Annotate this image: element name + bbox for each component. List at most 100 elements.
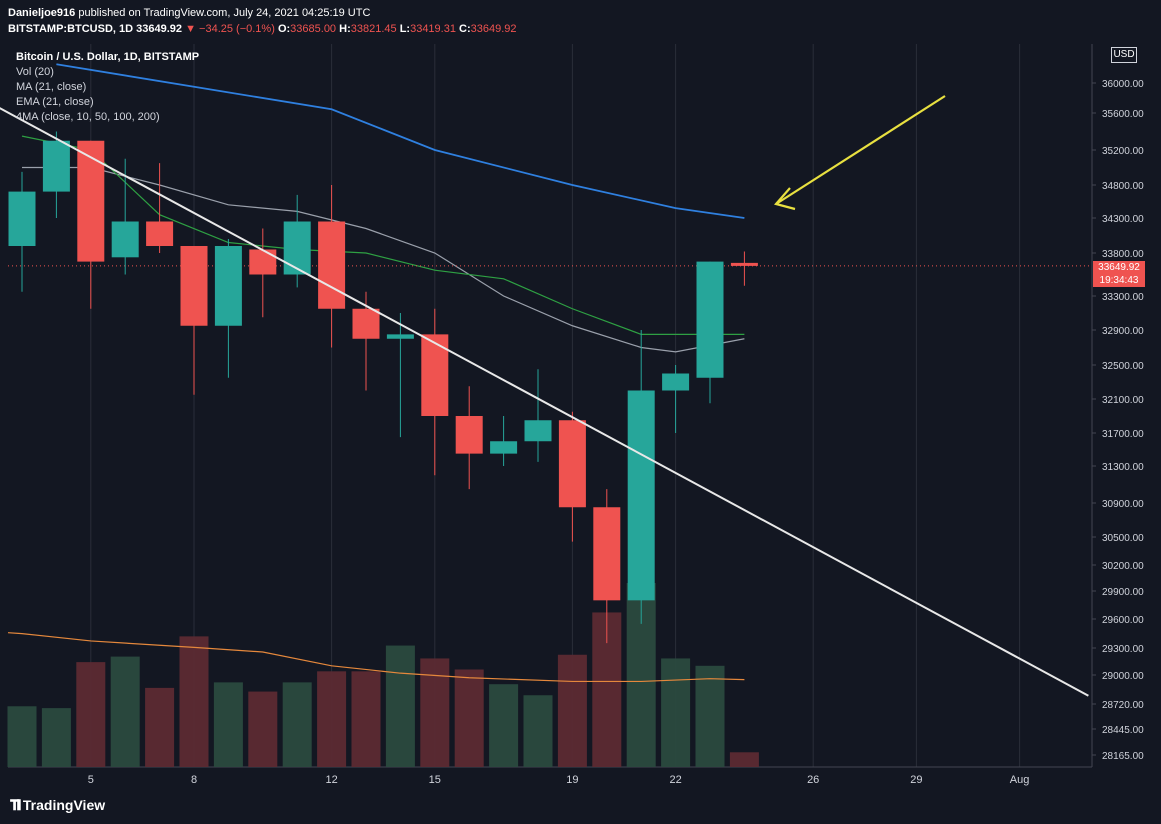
close-label: C:: [459, 23, 471, 35]
ma-line: [22, 166, 745, 353]
candle-body: [730, 262, 758, 266]
legend-ema[interactable]: EMA (21, close): [16, 96, 94, 108]
price-tick-label: 32500.00: [1102, 361, 1144, 372]
volume-bar: [523, 695, 553, 767]
price-tick-label: 33300.00: [1102, 292, 1144, 303]
candle-body: [627, 390, 655, 601]
date-tick-label: 19: [566, 774, 578, 786]
volume-bar: [7, 706, 37, 767]
price-tick-label: 33800.00: [1102, 249, 1144, 260]
quote-line: BITSTAMP:BTCUSD, 1D 33649.92 ▼ −34.25 (−…: [8, 22, 517, 36]
price-tick-label: 29600.00: [1102, 615, 1144, 626]
volume-bar: [661, 658, 691, 767]
volume-bar: [317, 671, 347, 767]
price-tick-label: 28165.00: [1102, 751, 1144, 762]
date-tick-label: 29: [910, 774, 922, 786]
symbol-label[interactable]: BITSTAMP:BTCUSD, 1D: [8, 23, 134, 35]
annotation-arrow: [775, 95, 946, 205]
tradingview-logo-icon: 𝐓❙: [10, 797, 21, 813]
author-name[interactable]: Danieljoe916: [8, 7, 76, 19]
candle-body: [111, 221, 139, 258]
price-tick-label: 35600.00: [1102, 109, 1144, 120]
price-tick-label: 29000.00: [1102, 671, 1144, 682]
candle-body: [318, 221, 346, 309]
price-tick-label: 31300.00: [1102, 462, 1144, 473]
trendline: [0, 107, 1089, 697]
volume-bar: [145, 687, 175, 767]
volume-bar: [351, 671, 381, 767]
volume-bar: [41, 708, 71, 767]
legend-ma[interactable]: MA (21, close): [16, 81, 87, 93]
volume-bar: [76, 662, 106, 767]
last-price: 33649.92: [136, 23, 183, 35]
brand-name: TradingView: [22, 797, 106, 813]
date-tick-label: 26: [807, 774, 819, 786]
candle-body: [524, 420, 552, 442]
volume-bar: [557, 654, 587, 767]
candle-body: [558, 420, 586, 508]
tradingview-logo[interactable]: 𝐓❙ TradingView: [10, 797, 105, 814]
close-value: 33649.92: [470, 23, 517, 35]
volume-bar: [454, 669, 484, 767]
currency-label[interactable]: USD: [1111, 47, 1137, 63]
candle-body: [8, 191, 36, 246]
low-value: 33419.31: [410, 23, 456, 35]
date-tick-label: 22: [669, 774, 681, 786]
candle-body: [386, 334, 414, 339]
volume-ma-line: [7, 632, 745, 683]
publish-header: Danieljoe916 published on TradingView.co…: [8, 6, 370, 20]
high-label: H:: [339, 23, 351, 35]
candle-body: [593, 507, 621, 601]
price-tick-label: 28720.00: [1102, 700, 1144, 711]
annotation-arrowhead: [774, 187, 796, 211]
last-price-tag: 33649.92 19:34:43: [1093, 261, 1145, 287]
open-value: 33685.00: [290, 23, 337, 35]
volume-bar: [729, 752, 759, 767]
indicator-legend: Bitcoin / U.S. Dollar, 1D, BITSTAMP Vol …: [16, 50, 199, 125]
candle-body: [42, 140, 70, 192]
price-tick-label: 31700.00: [1102, 429, 1144, 440]
candle-body: [352, 308, 380, 339]
volume-bar: [213, 682, 243, 767]
date-tick-label: 12: [325, 774, 337, 786]
price-tick-label: 29900.00: [1102, 587, 1144, 598]
date-tick-label: 15: [429, 774, 441, 786]
high-value: 33821.45: [350, 23, 397, 35]
candle-body: [455, 416, 483, 454]
price-tick-label: 30500.00: [1102, 533, 1144, 544]
volume-bar: [385, 645, 415, 767]
volume-bar: [282, 682, 312, 767]
date-tick-label: 8: [191, 774, 197, 786]
green-ma-line: [21, 135, 745, 335]
candle-body: [696, 261, 724, 378]
candle-body: [662, 373, 690, 391]
ema-line: [56, 63, 745, 219]
volume-bar: [695, 665, 725, 767]
open-label: O:: [277, 23, 291, 35]
volume-bar: [110, 656, 140, 767]
volume-bar: [179, 636, 209, 767]
candle-body: [249, 249, 277, 275]
price-tick-label: 36000.00: [1102, 79, 1144, 90]
candle-body: [180, 246, 208, 326]
candle-body: [77, 140, 105, 262]
candle-body: [214, 246, 242, 326]
price-tick-label: 34300.00: [1102, 214, 1144, 225]
candle-body: [283, 221, 311, 275]
publish-info: published on TradingView.com, July 24, 2…: [78, 7, 371, 19]
price-tick-label: 32100.00: [1102, 395, 1144, 406]
price-tag-value: 33649.92: [1098, 262, 1140, 273]
price-tick-label: 35200.00: [1102, 146, 1144, 157]
candle-body: [146, 221, 174, 246]
legend-4ma[interactable]: 4MA (close, 10, 50, 100, 200): [16, 111, 160, 123]
price-tick-label: 29300.00: [1102, 644, 1144, 655]
date-tick-label: Aug: [1010, 774, 1030, 786]
legend-volume[interactable]: Vol (20): [16, 66, 54, 78]
price-tick-label: 30200.00: [1102, 561, 1144, 572]
price-tick-label: 32900.00: [1102, 326, 1144, 337]
price-tick-label: 28445.00: [1102, 725, 1144, 736]
candle-body: [421, 334, 449, 416]
price-change: ▼ −34.25 (−0.1%): [185, 23, 275, 35]
